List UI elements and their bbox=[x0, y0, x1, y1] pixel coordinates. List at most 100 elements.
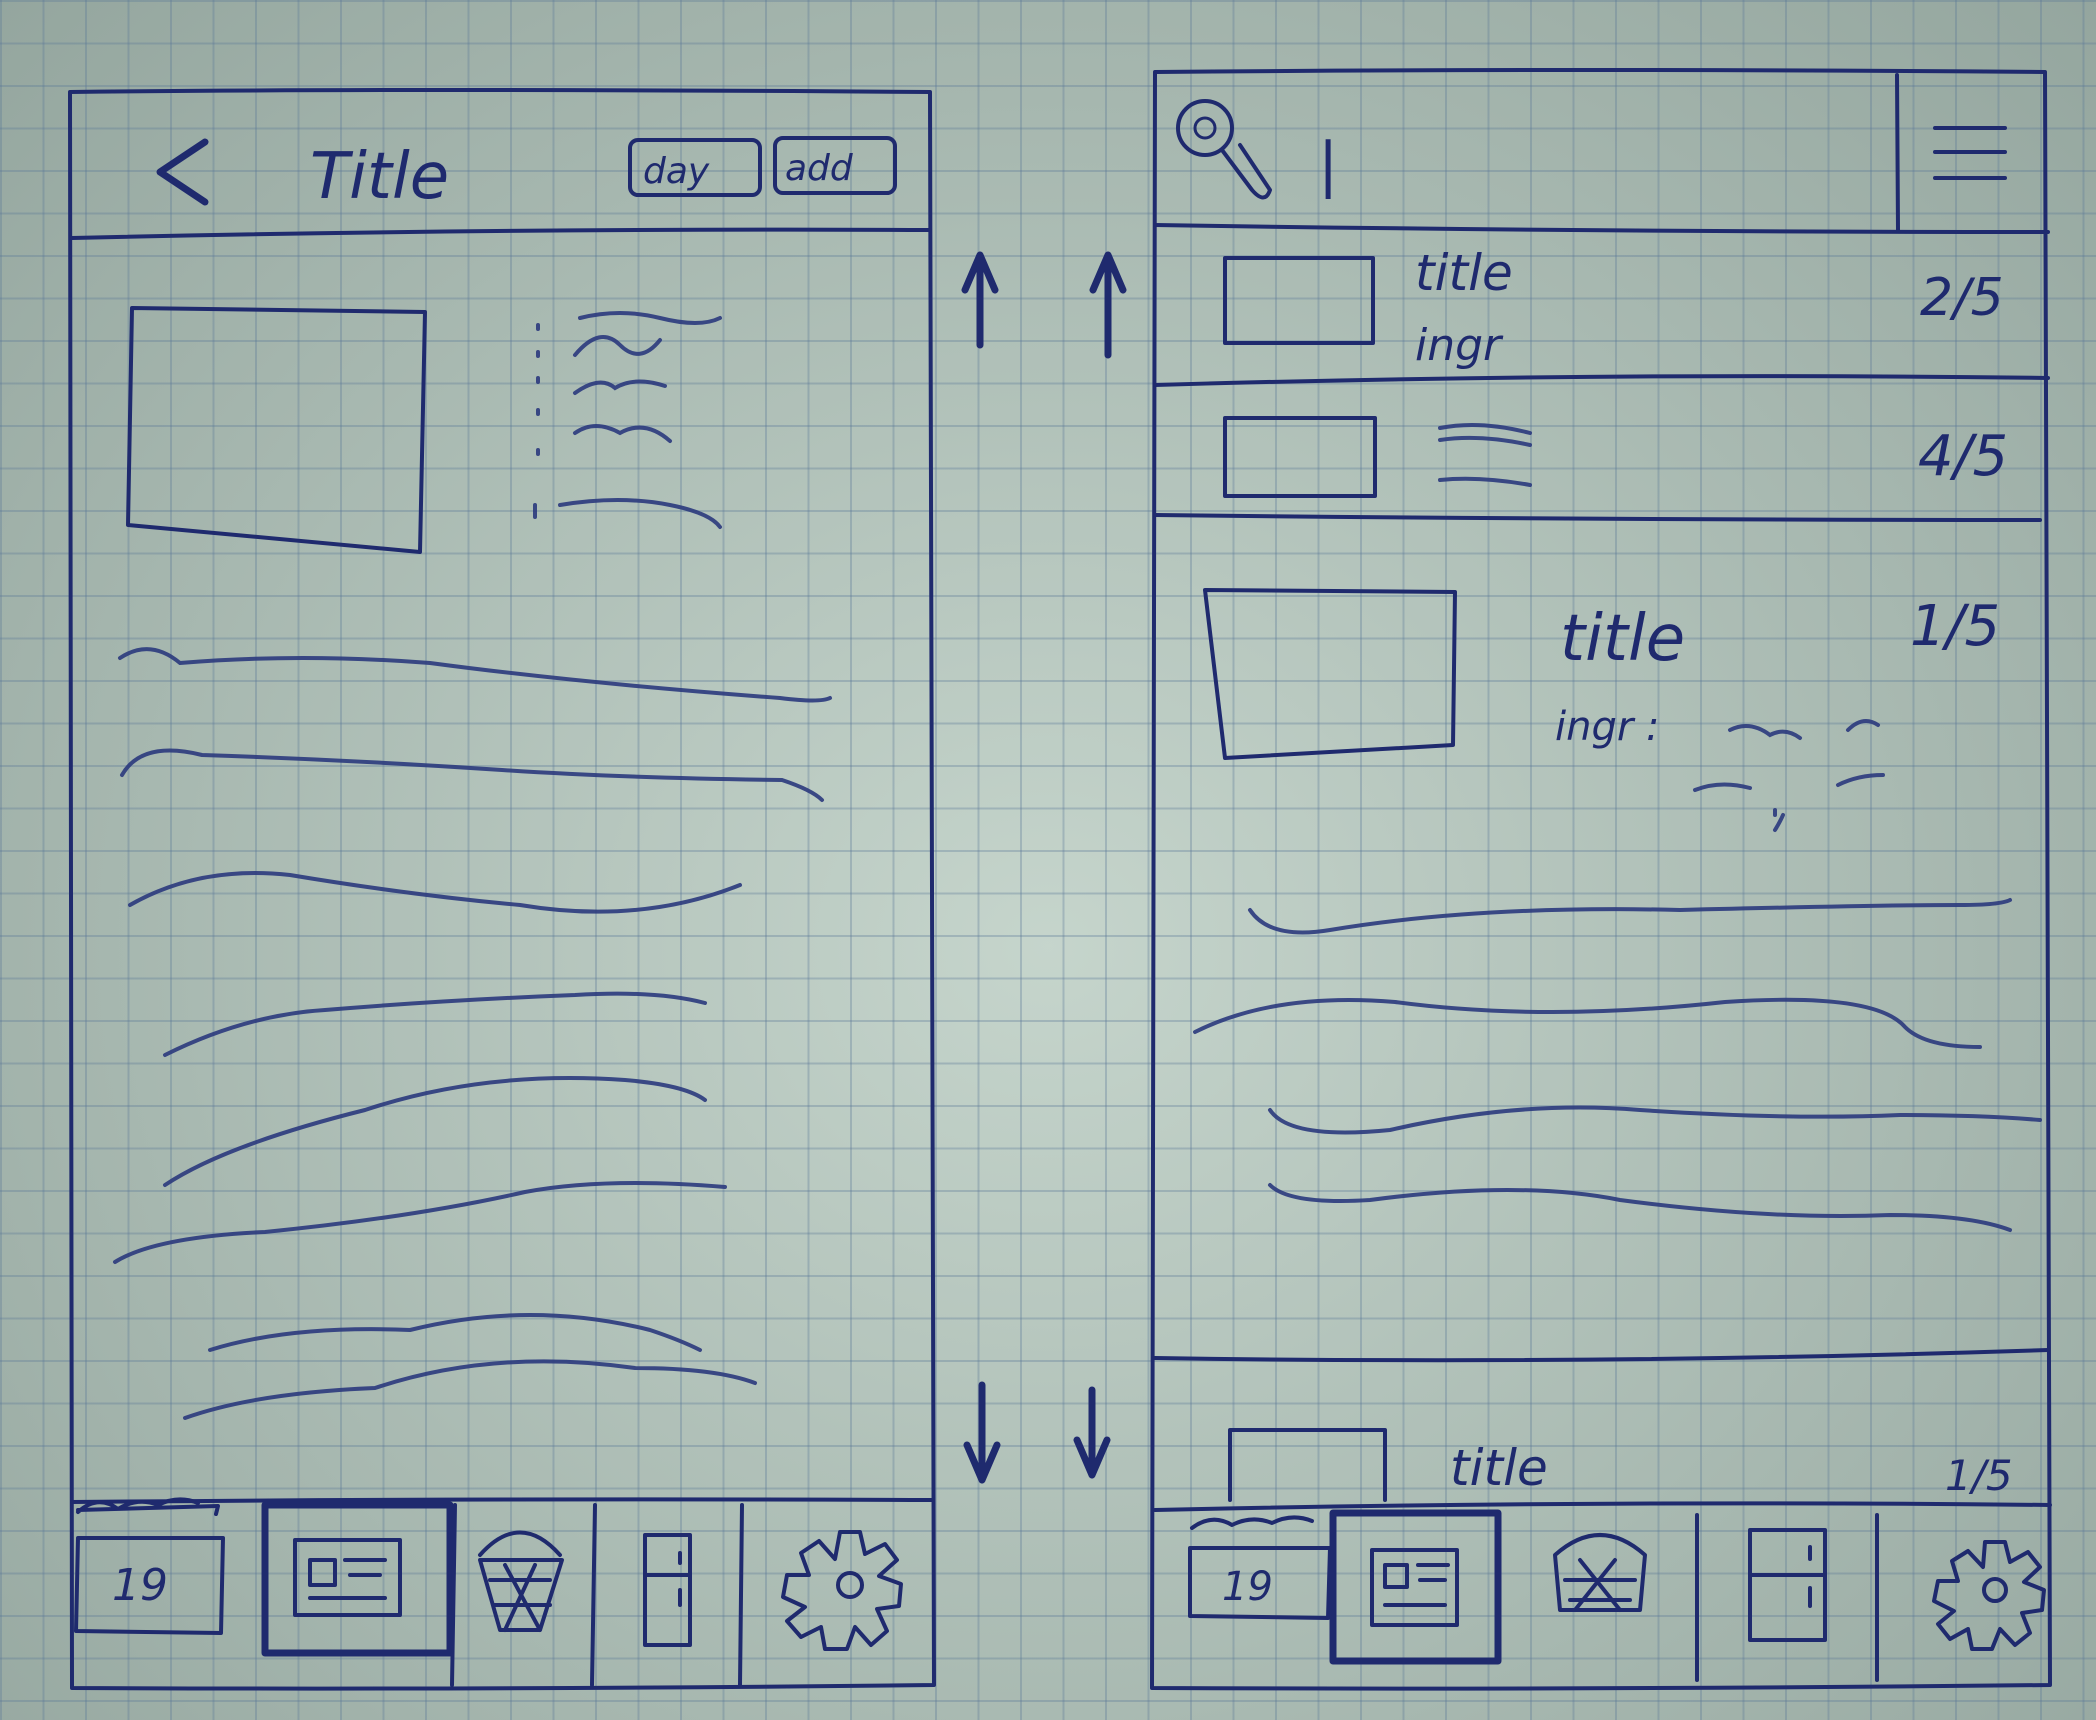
left-header-divider bbox=[70, 227, 932, 240]
search-icon-lens-inner bbox=[1193, 116, 1217, 140]
text-line bbox=[113, 1181, 727, 1264]
calendar-icon bbox=[74, 1497, 225, 1635]
description-line bbox=[1248, 898, 2012, 935]
gear-center-icon bbox=[836, 1571, 864, 1599]
list-item-thumbnail bbox=[1223, 256, 1375, 345]
text-line bbox=[208, 1313, 702, 1352]
list-item[interactable]: 4/5 bbox=[1153, 416, 2042, 522]
scroll-indicators bbox=[961, 251, 1127, 1484]
selected-tab-frame bbox=[1329, 1509, 1502, 1665]
list-item[interactable]: title ingr 2/5 bbox=[1153, 244, 2050, 387]
tab-recipe[interactable] bbox=[261, 1501, 454, 1657]
calendar-icon bbox=[1188, 1515, 1332, 1620]
list-item bbox=[536, 408, 672, 443]
tab-bar-divider bbox=[70, 1497, 934, 1504]
tab-separator bbox=[590, 1503, 597, 1687]
tab-settings[interactable] bbox=[781, 1530, 903, 1651]
tab-basket[interactable] bbox=[478, 1530, 564, 1632]
scroll-up-arrow-icon bbox=[961, 251, 999, 349]
recipe-description-text bbox=[113, 647, 832, 1420]
search-icon-handle bbox=[1220, 143, 1272, 200]
menu-button[interactable] bbox=[1933, 126, 2007, 180]
left-header: Title day add bbox=[70, 136, 932, 240]
recipe-icon bbox=[1370, 1548, 1459, 1627]
description-line bbox=[1268, 1105, 2042, 1135]
list-item-thumbnail bbox=[1223, 416, 1377, 498]
day-button-frame bbox=[628, 138, 762, 197]
left-tab-bar: 19 bbox=[70, 1497, 934, 1687]
calendar-day-label: 19 bbox=[1222, 1564, 1273, 1610]
list-item-thumbnail bbox=[1203, 588, 1457, 760]
list-item-title: title bbox=[1415, 244, 1513, 302]
list-item bbox=[536, 376, 667, 395]
list-item-divider bbox=[1153, 374, 2050, 387]
list-item bbox=[536, 311, 722, 331]
list-item-divider bbox=[1153, 1348, 2050, 1363]
fridge-icon bbox=[643, 1533, 692, 1647]
tab-fridge[interactable] bbox=[643, 1533, 692, 1647]
gear-icon bbox=[1932, 1540, 2046, 1651]
tab-recipe[interactable] bbox=[1329, 1509, 1502, 1665]
tab-fridge[interactable] bbox=[1748, 1528, 1827, 1642]
tab-separator bbox=[450, 1503, 457, 1687]
text-line bbox=[128, 871, 742, 914]
description-line bbox=[1268, 1183, 2012, 1232]
search-icon bbox=[1176, 99, 1234, 157]
basket-icon bbox=[478, 1530, 564, 1632]
list-item bbox=[536, 335, 662, 358]
add-button[interactable]: add bbox=[773, 136, 897, 195]
ingredient-lines bbox=[1693, 719, 1885, 832]
back-chevron-icon bbox=[156, 138, 209, 206]
list-item-rating: 1/5 bbox=[1945, 1451, 2013, 1500]
recipe-icon bbox=[293, 1538, 402, 1617]
selected-tab-frame bbox=[261, 1501, 454, 1657]
tab-separator bbox=[738, 1503, 744, 1687]
list-item-title: title bbox=[1450, 1439, 1548, 1497]
text-line bbox=[120, 748, 824, 802]
right-screen: | title ingr 2/5 4/5 title 1/5 bbox=[1150, 68, 2052, 1691]
tab-calendar[interactable]: 19 bbox=[74, 1497, 225, 1635]
tab-basket[interactable] bbox=[1553, 1533, 1647, 1612]
list-item-expanded[interactable]: title 1/5 ingr : bbox=[1153, 588, 2050, 1363]
tab-bar-divider bbox=[1153, 1501, 2052, 1512]
list-item-rating: 2/5 bbox=[1920, 268, 2004, 328]
right-screen-frame bbox=[1150, 68, 2052, 1691]
scroll-down-arrow-icon bbox=[963, 1381, 1001, 1484]
list-item-subtitle: ingr bbox=[1415, 320, 1504, 371]
basket-icon bbox=[1553, 1533, 1647, 1612]
left-header-title: Title bbox=[310, 140, 449, 214]
calendar-day-label: 19 bbox=[112, 1560, 168, 1611]
text-line bbox=[163, 1076, 707, 1187]
list-item-title: title bbox=[1560, 602, 1685, 676]
day-button[interactable]: day bbox=[628, 138, 762, 197]
search-input[interactable]: | bbox=[1176, 99, 1338, 200]
hamburger-menu-icon bbox=[1933, 126, 2007, 180]
search-input-cursor: | bbox=[1318, 130, 1338, 200]
list-item[interactable]: title 1/5 bbox=[1228, 1428, 2013, 1502]
list-item-subtitle: ingr : bbox=[1555, 704, 1660, 750]
text-line bbox=[163, 991, 707, 1057]
right-header: | bbox=[1153, 73, 2050, 234]
description-line bbox=[1193, 997, 1982, 1049]
gear-icon bbox=[781, 1530, 903, 1651]
scroll-down-arrow-icon bbox=[1073, 1386, 1111, 1479]
recipe-image-placeholder bbox=[126, 306, 427, 554]
scroll-up-arrow-icon bbox=[1089, 251, 1127, 359]
fridge-icon bbox=[1748, 1528, 1827, 1642]
left-screen-frame bbox=[68, 88, 936, 1691]
left-screen: Title day add bbox=[68, 88, 936, 1691]
header-divider-vertical bbox=[1895, 73, 1900, 232]
tab-settings[interactable] bbox=[1932, 1540, 2046, 1651]
text-line bbox=[118, 647, 832, 703]
right-tab-bar: 19 bbox=[1153, 1501, 2052, 1682]
text-line bbox=[183, 1359, 757, 1420]
list-item-rating: 4/5 bbox=[1918, 424, 2008, 489]
ingredient-list bbox=[533, 311, 722, 529]
add-button-frame bbox=[773, 136, 897, 195]
gear-center-icon bbox=[1982, 1577, 2008, 1603]
day-button-label: day bbox=[643, 151, 710, 192]
tab-calendar[interactable]: 19 bbox=[1188, 1515, 1332, 1620]
list-item-thumbnail bbox=[1228, 1428, 1387, 1502]
back-button[interactable] bbox=[156, 138, 209, 206]
